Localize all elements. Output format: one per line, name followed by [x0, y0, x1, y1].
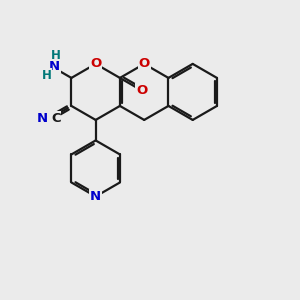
Text: O: O: [136, 84, 147, 97]
Text: H: H: [42, 69, 52, 82]
Text: H: H: [51, 49, 61, 62]
Text: O: O: [90, 57, 101, 70]
Text: N: N: [90, 190, 101, 203]
Text: C: C: [51, 112, 61, 125]
Text: N: N: [49, 59, 60, 73]
Text: O: O: [139, 57, 150, 70]
Text: N: N: [37, 112, 48, 125]
